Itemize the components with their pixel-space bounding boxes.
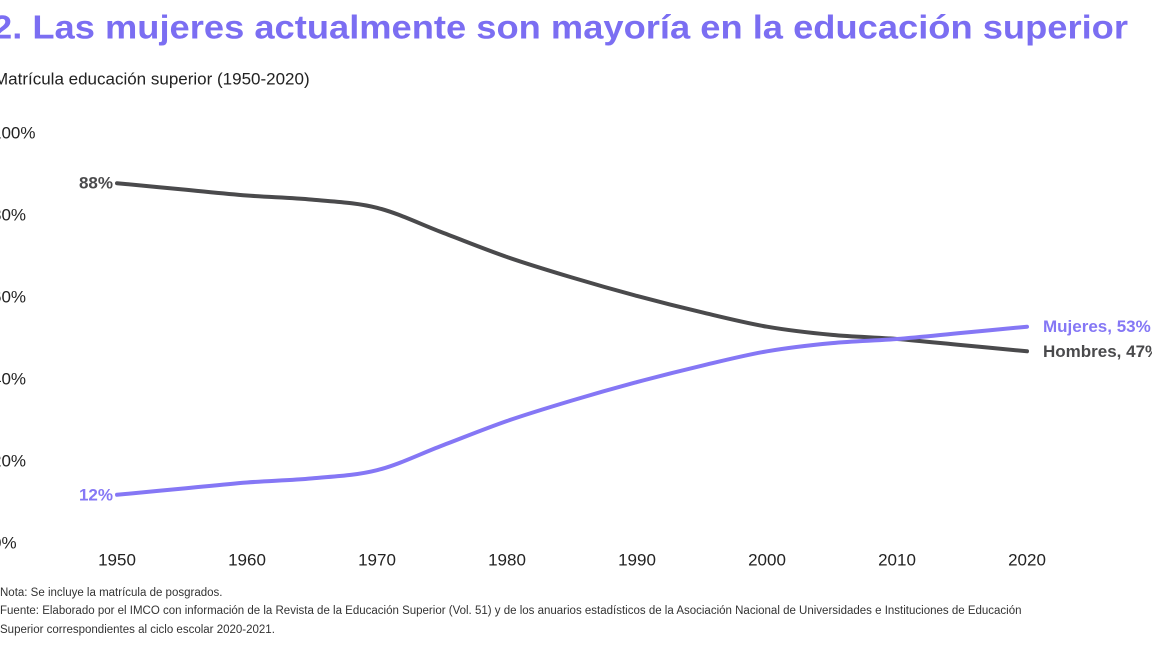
x-tick-label: 1990	[618, 550, 656, 569]
annotation: 12%	[79, 485, 113, 504]
y-tick-label: 20%	[0, 451, 26, 470]
x-tick-label: 1980	[488, 550, 526, 569]
chart-title: 2. Las mujeres actualmente son mayoría e…	[0, 9, 1128, 46]
x-tick-label: 1970	[358, 550, 396, 569]
note: Nota: Se incluye la matrícula de posgrad…	[0, 587, 222, 599]
annotation: Hombres, 47%	[1043, 342, 1152, 361]
series-line	[115, 324, 1029, 497]
y-tick-label: 80%	[0, 205, 26, 224]
annotation: 88%	[79, 174, 113, 193]
series-line	[115, 181, 1029, 354]
y-tick-label: 60%	[0, 287, 26, 306]
note: Fuente: Elaborado por el IMCO con inform…	[0, 605, 1022, 617]
x-tick-label: 1950	[98, 550, 136, 569]
y-tick-label: 40%	[0, 369, 26, 388]
note: Superior correspondientes al ciclo escol…	[0, 624, 275, 636]
x-tick-label: 2010	[878, 550, 916, 569]
x-tick-label: 2000	[748, 550, 786, 569]
chart-subtitle: Matrícula educación superior (1950-2020)	[0, 69, 310, 88]
annotation: Mujeres, 53%	[1043, 317, 1151, 336]
y-tick-label: 0%	[0, 533, 17, 552]
x-tick-label: 2020	[1008, 550, 1046, 569]
x-tick-label: 1960	[228, 550, 266, 569]
y-tick-label: 100%	[0, 123, 35, 142]
